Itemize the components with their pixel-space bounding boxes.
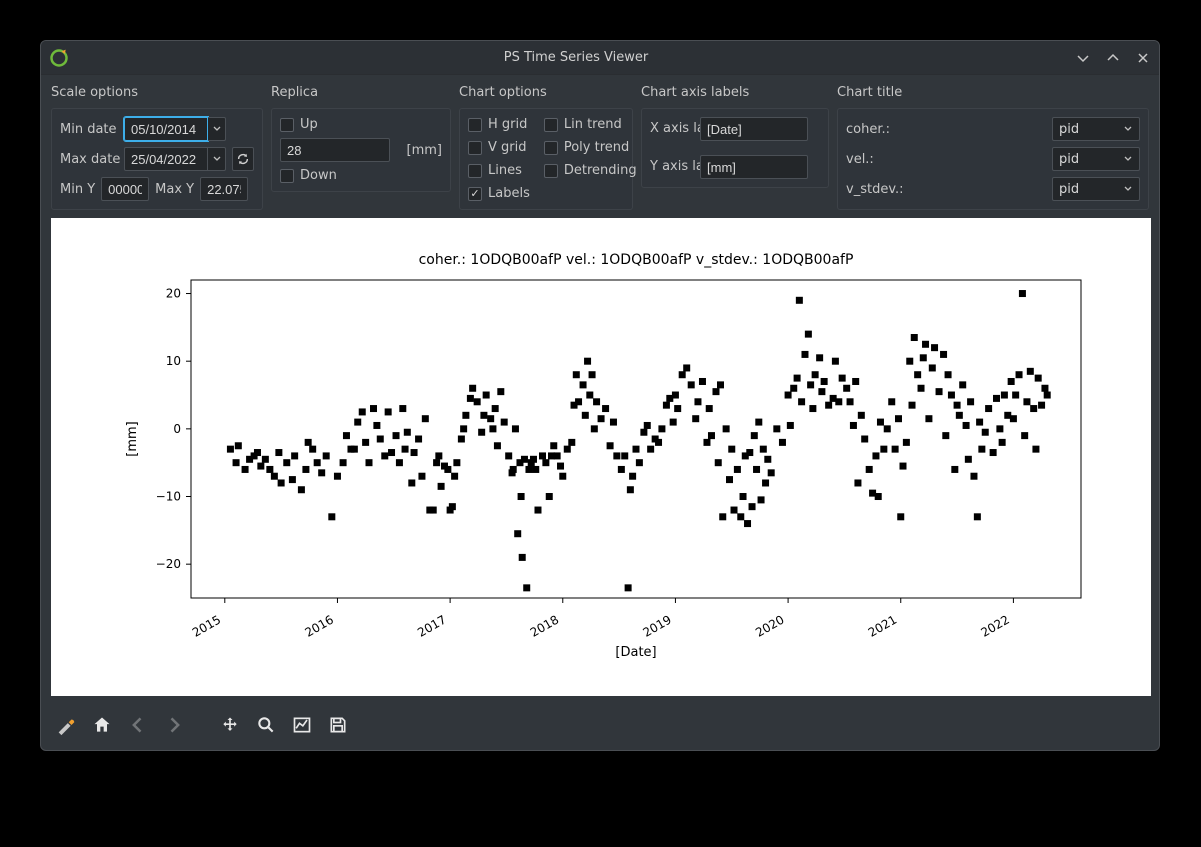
minimize-button[interactable] — [1075, 50, 1091, 66]
svg-text:[Date]: [Date] — [615, 645, 656, 660]
svg-text:coher.: 1ODQB00afP vel.: 1ODQB: coher.: 1ODQB00afP vel.: 1ODQB00afP v_st… — [419, 252, 854, 268]
vel-select[interactable]: pid — [1052, 147, 1140, 171]
labels-label: Labels — [488, 186, 530, 201]
polytrend-label: Poly trend — [564, 140, 629, 155]
min-y-label: Min Y — [60, 182, 95, 197]
svg-text:20: 20 — [166, 287, 181, 301]
svg-text:[mm]: [mm] — [125, 421, 140, 456]
lintrend-checkbox[interactable] — [544, 118, 558, 132]
labels-checkbox[interactable] — [468, 187, 482, 201]
vel-select-value: pid — [1059, 152, 1079, 167]
svg-text:−10: −10 — [156, 490, 181, 504]
chevron-down-icon — [1123, 154, 1133, 164]
coher-select-value: pid — [1059, 122, 1079, 137]
configure-icon[interactable] — [55, 714, 77, 736]
chart-title-group: Chart title coher.: pid vel.: pid — [837, 85, 1149, 210]
vel-label: vel.: — [846, 152, 904, 167]
window-buttons — [1075, 50, 1151, 66]
vstdev-label: v_stdev.: — [846, 182, 904, 197]
max-y-label: Max Y — [155, 182, 194, 197]
options-panels: Scale options Min date Max date — [41, 75, 1159, 218]
axis-labels-group: Chart axis labels X axis label Y axis la… — [641, 85, 829, 210]
lintrend-label: Lin trend — [564, 117, 622, 132]
x-axis-label-input[interactable] — [700, 117, 808, 141]
detrend-label: Detrending — [564, 163, 637, 178]
detrend-checkbox[interactable] — [544, 164, 558, 178]
scale-options-group: Scale options Min date Max date — [51, 85, 263, 210]
min-date-input[interactable] — [124, 117, 208, 141]
maximize-button[interactable] — [1105, 50, 1121, 66]
chart-options-heading: Chart options — [459, 85, 633, 100]
svg-text:0: 0 — [173, 422, 181, 436]
scale-options-heading: Scale options — [51, 85, 263, 100]
lines-label: Lines — [488, 163, 522, 178]
forward-icon[interactable] — [163, 714, 185, 736]
replica-up-label: Up — [300, 117, 318, 132]
replica-value-input[interactable] — [280, 138, 390, 162]
titlebar: PS Time Series Viewer — [41, 41, 1159, 75]
svg-text:−20: −20 — [156, 557, 181, 571]
chart-title-heading: Chart title — [837, 85, 1149, 100]
zoom-icon[interactable] — [255, 714, 277, 736]
main-window: PS Time Series Viewer Scale options Min … — [40, 40, 1160, 751]
x-axis-label-text: X axis label — [650, 122, 694, 137]
y-axis-label-text: Y axis label — [650, 160, 694, 175]
nav-toolbar — [41, 706, 1159, 750]
close-button[interactable] — [1135, 50, 1151, 66]
chart-options-group: Chart options H grid Lin trend V grid Po… — [459, 85, 633, 210]
chevron-down-icon — [1123, 184, 1133, 194]
replica-group: Replica Up [mm] Down — [271, 85, 451, 210]
home-icon[interactable] — [91, 714, 113, 736]
pan-icon[interactable] — [219, 714, 241, 736]
min-date-label: Min date — [60, 122, 118, 137]
lines-checkbox[interactable] — [468, 164, 482, 178]
max-date-label: Max date — [60, 152, 118, 167]
chevron-down-icon — [1123, 124, 1133, 134]
hgrid-checkbox[interactable] — [468, 118, 482, 132]
y-axis-label-input[interactable] — [700, 155, 808, 179]
app-icon — [49, 48, 69, 68]
replica-unit-label: [mm] — [407, 143, 442, 158]
max-date-dropdown-button[interactable] — [208, 147, 226, 171]
save-icon[interactable] — [327, 714, 349, 736]
max-y-input[interactable] — [200, 177, 248, 201]
vgrid-checkbox[interactable] — [468, 141, 482, 155]
coher-select[interactable]: pid — [1052, 117, 1140, 141]
replica-down-label: Down — [300, 168, 337, 183]
chart-canvas: coher.: 1ODQB00afP vel.: 1ODQB00afP v_st… — [51, 218, 1149, 696]
coher-label: coher.: — [846, 122, 904, 137]
axis-labels-heading: Chart axis labels — [641, 85, 829, 100]
replica-heading: Replica — [271, 85, 451, 100]
polytrend-checkbox[interactable] — [544, 141, 558, 155]
back-icon[interactable] — [127, 714, 149, 736]
hgrid-label: H grid — [488, 117, 527, 132]
vgrid-label: V grid — [488, 140, 527, 155]
min-date-dropdown-button[interactable] — [208, 117, 226, 141]
subplots-icon[interactable] — [291, 714, 313, 736]
refresh-button[interactable] — [232, 147, 254, 171]
svg-text:10: 10 — [166, 354, 181, 368]
vstdev-select[interactable]: pid — [1052, 177, 1140, 201]
replica-up-checkbox[interactable] — [280, 118, 294, 132]
min-y-input[interactable] — [101, 177, 149, 201]
replica-down-checkbox[interactable] — [280, 169, 294, 183]
window-title: PS Time Series Viewer — [77, 50, 1075, 65]
vstdev-select-value: pid — [1059, 182, 1079, 197]
max-date-input[interactable] — [124, 147, 208, 171]
